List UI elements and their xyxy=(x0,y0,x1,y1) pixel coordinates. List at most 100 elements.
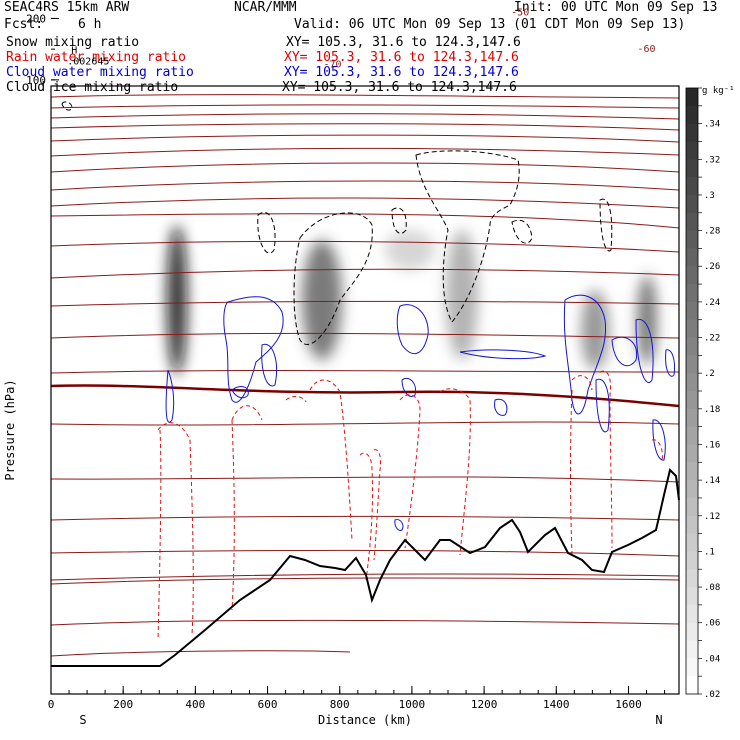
colorbar-swatch xyxy=(686,604,698,624)
colorbar-swatch xyxy=(686,123,698,142)
colorbar-swatch xyxy=(686,497,698,517)
axis-ticks: 0200400600800100012001400160010020030040… xyxy=(26,12,666,711)
legend-snow-xy: XY= 105.3, 31.6 to 124.3,147.6 xyxy=(286,35,521,50)
colorbar-swatch xyxy=(686,676,698,695)
x-tick-label: 1600 xyxy=(615,698,642,711)
colorbar-swatch xyxy=(686,426,698,445)
plot-border xyxy=(50,85,680,695)
colorbar-label: .2 xyxy=(704,369,715,379)
init-time: Init: 00 UTC Mon 09 Sep 13 xyxy=(514,0,718,15)
x-tick-label: 800 xyxy=(330,698,350,711)
legend-cloud-water: Cloud water mixing ratio xyxy=(6,65,194,80)
maximum-marker: H xyxy=(71,46,77,57)
colorbar-label: .18 xyxy=(704,405,720,415)
x-tick-label: 1200 xyxy=(471,698,498,711)
isotherm-label: -70 xyxy=(323,60,341,71)
colorbar-label: .26 xyxy=(704,262,720,272)
forecast-value: 6 h xyxy=(78,17,102,32)
colorbar-label: .16 xyxy=(704,440,720,450)
colorbar-swatch xyxy=(686,301,698,321)
x-tick-label: 1000 xyxy=(399,698,426,711)
colorbar-label: .1 xyxy=(704,547,715,557)
colorbar-swatch xyxy=(686,248,698,267)
maximum-value: .002645 xyxy=(67,57,109,68)
colorbar-swatch xyxy=(686,515,698,535)
x-axis-label: Distance (km) xyxy=(318,713,412,727)
plot-area xyxy=(51,94,679,657)
zero-isotherm xyxy=(51,384,679,408)
colorbar-label: .28 xyxy=(704,227,720,237)
colorbar-swatch xyxy=(686,337,698,356)
colorbar-swatch xyxy=(686,373,698,392)
colorbar-swatch xyxy=(686,177,698,196)
colorbar-label: .22 xyxy=(704,334,720,344)
legend-cloud-ice: Cloud ice mixing ratio xyxy=(6,80,179,95)
colorbar-swatch xyxy=(686,284,698,303)
y-tick-label: 100 xyxy=(26,74,46,87)
ice-cell xyxy=(167,225,187,375)
colorbar-swatch xyxy=(686,391,698,410)
rain-contours xyxy=(157,370,663,641)
isotherms xyxy=(51,94,679,657)
x-tick-label: 0 xyxy=(48,698,55,711)
center-title: NCAR/MMM xyxy=(234,0,297,15)
y-axis-label: Pressure (hPa) xyxy=(3,379,17,480)
colorbar-swatch xyxy=(686,462,698,481)
model-title: SEAC4RS 15km ARW xyxy=(4,0,130,15)
colorbar-swatch xyxy=(686,266,698,285)
colorbar-swatch xyxy=(686,212,698,232)
colorbar-swatch xyxy=(686,480,698,499)
x-tick-label: 1400 xyxy=(543,698,570,711)
terrain-line xyxy=(51,468,680,667)
colorbar-swatch xyxy=(686,141,698,160)
ice-cell xyxy=(302,240,342,360)
colorbar-swatch xyxy=(686,533,698,552)
colorbar-swatch xyxy=(686,444,698,463)
colorbar-swatch xyxy=(686,408,698,428)
plot-frame xyxy=(50,85,680,695)
x-tick-label: 400 xyxy=(185,698,205,711)
colorbar-swatch xyxy=(686,194,698,214)
legend-rain: Rain water mixing ratio xyxy=(6,50,187,65)
colorbar-label: .02 xyxy=(704,690,720,700)
colorbar-label: .06 xyxy=(704,619,720,629)
legend-rain-xy: XY= 105.3, 31.6 to 124.3,147.6 xyxy=(284,50,519,65)
valid-time: Valid: 06 UTC Mon 09 Sep 13 (01 CDT Mon … xyxy=(294,17,686,32)
isotherm-label: -50 xyxy=(511,7,529,18)
colorbar-swatch xyxy=(686,622,698,642)
colorbar-label: .34 xyxy=(704,120,720,130)
ice-cell xyxy=(446,230,478,360)
colorbar-label: .08 xyxy=(704,583,720,593)
ice-cell xyxy=(637,275,657,365)
colorbar-swatch xyxy=(686,640,698,659)
colorbar-swatch xyxy=(686,551,698,570)
colorbar: .34 .32 .3 .28 .26 .24 .22 .2 .18 .16 .14 .12 .1 .08.… xyxy=(685,87,720,700)
contour-labels: -70-60-50-40-30-30-30-20-20-20-100010101… xyxy=(67,7,655,71)
x-tick-label: 600 xyxy=(258,698,278,711)
colorbar-label: .3 xyxy=(704,191,715,201)
colorbar-swatch xyxy=(686,88,698,107)
cloud-water-contours xyxy=(165,294,675,531)
legend-cloud-water-xy: XY= 105.3, 31.6 to 124.3,147.6 xyxy=(284,65,519,80)
colorbar-swatch xyxy=(686,658,698,677)
snow-contours xyxy=(61,101,613,345)
ice-cell xyxy=(385,230,435,270)
endpoint-left: S xyxy=(79,713,86,727)
colorbar-swatch xyxy=(686,159,698,178)
colorbar-label: .24 xyxy=(704,298,720,308)
colorbar-label: .04 xyxy=(704,654,720,664)
legend-cloud-ice-xy: XY= 105.3, 31.6 to 124.3,147.6 xyxy=(282,80,517,95)
colorbar-swatch xyxy=(686,569,698,588)
colorbar-swatch xyxy=(686,355,698,374)
ice-cell xyxy=(581,290,609,370)
colorbar-label: .12 xyxy=(704,512,720,522)
colorbar-label: .14 xyxy=(704,476,720,486)
colorbar-label: .32 xyxy=(704,155,720,165)
colorbar-swatch xyxy=(686,230,698,249)
legend-snow: Snow mixing ratio xyxy=(6,35,140,50)
x-tick-label: 200 xyxy=(113,698,133,711)
endpoint-right: N xyxy=(655,713,662,727)
colorbar-swatch xyxy=(686,587,698,606)
isotherm-label: -60 xyxy=(637,44,655,55)
